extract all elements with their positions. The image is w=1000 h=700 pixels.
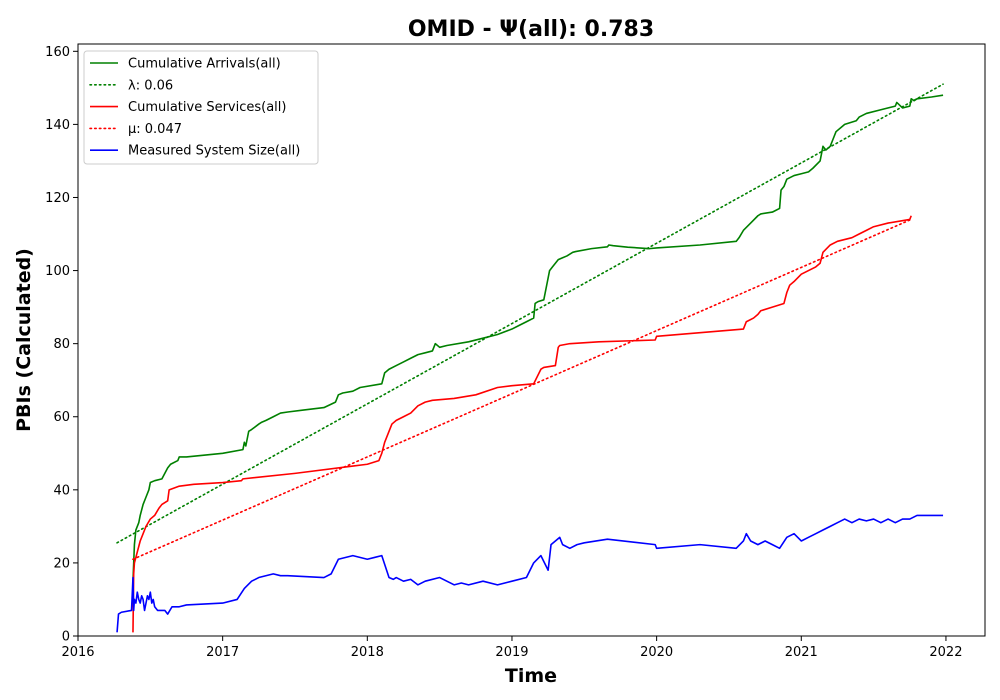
y-tick-label: 140 — [45, 118, 70, 133]
legend-label: Cumulative Arrivals(all) — [128, 57, 281, 72]
y-tick-label: 100 — [45, 264, 70, 279]
legend-box — [83, 50, 319, 165]
x-tick-label: 2016 — [61, 645, 94, 660]
x-tick-label: 2020 — [640, 645, 673, 660]
plot-frame — [77, 43, 986, 637]
y-axis: 0 20 40 60 80 100 120 140 160 — [45, 45, 78, 645]
y-tick-label: 20 — [53, 556, 70, 571]
y-axis-label: PBIs (Calculated) — [13, 248, 35, 432]
y-tick-label: 40 — [53, 483, 70, 498]
x-tick-label: 2019 — [495, 645, 528, 660]
legend: Cumulative Arrivals(all) λ: 0.06 Cumulativ… — [83, 50, 319, 165]
y-tick-label: 60 — [53, 410, 70, 425]
legend-label: λ: 0.06 — [128, 78, 173, 93]
x-axis-label: Time — [505, 665, 557, 687]
series-line-4 — [116, 514, 944, 633]
y-tick-label: 80 — [53, 337, 70, 352]
plot-series — [116, 83, 944, 633]
chart-title: OMID - Ψ(all): 0.783 — [408, 17, 654, 42]
series-line-2 — [132, 215, 912, 633]
y-tick-label: 0 — [62, 630, 70, 645]
x-tick-label: 2022 — [929, 645, 962, 660]
legend-entries: Cumulative Arrivals(all) λ: 0.06 Cumulativ… — [89, 57, 300, 159]
x-axis: 2016 2017 2018 2019 2020 2021 2022 — [61, 636, 962, 660]
y-tick-label: 160 — [45, 45, 70, 60]
series-line-3 — [132, 218, 913, 561]
x-tick-label: 2021 — [785, 645, 818, 660]
x-tick-label: 2017 — [206, 645, 239, 660]
legend-label: Measured System Size(all) — [128, 144, 300, 159]
legend-label: Cumulative Services(all) — [128, 100, 286, 115]
series-line-0 — [132, 94, 944, 582]
legend-label: μ: 0.047 — [128, 122, 182, 137]
y-tick-label: 120 — [45, 191, 70, 206]
x-tick-label: 2018 — [351, 645, 384, 660]
